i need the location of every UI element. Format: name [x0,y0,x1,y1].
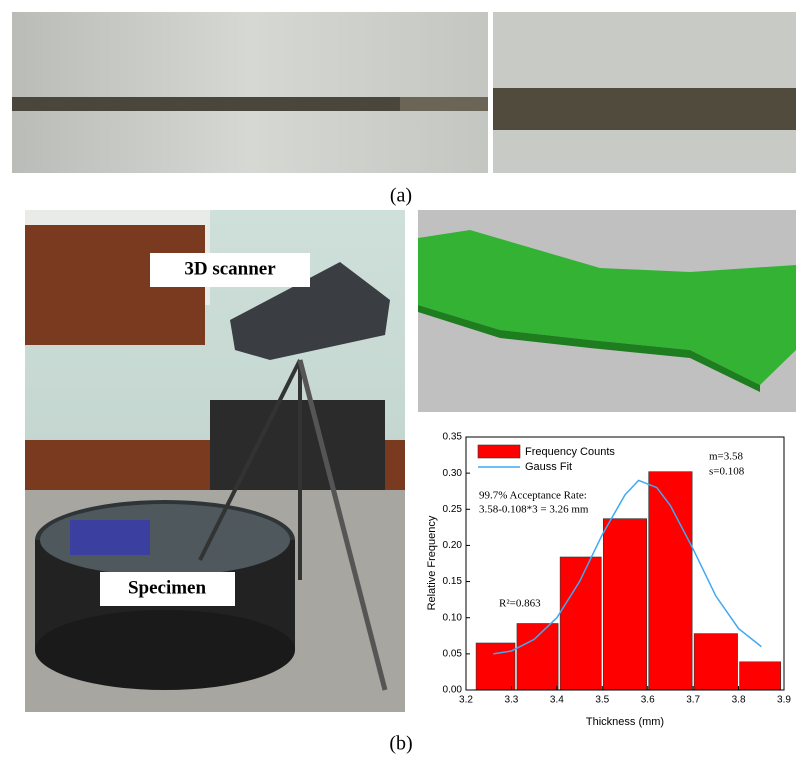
y-axis-label: Relative Frequency [426,515,438,610]
y-tick-label: 0.35 [443,432,463,443]
bar [648,471,693,691]
x-tick-label: 3.6 [641,695,655,706]
caption: (a) [390,185,412,207]
x-tick-label: 3.2 [459,695,473,706]
annotation: 3.58-0.108*3 = 3.26 mm [479,504,589,516]
bar [475,642,516,691]
x-tick-label: 3.3 [504,695,518,706]
x-axis-label: Thickness (mm) [586,716,664,728]
bar [559,556,602,691]
x-tick-label: 3.7 [686,695,700,706]
y-tick-label: 0.00 [443,685,463,696]
y-tick-label: 0.25 [443,504,463,515]
photo-scanner [25,210,405,712]
legend-label: Gauss Fit [525,461,572,473]
y-tick-label: 0.10 [443,612,463,623]
scanner-label: 3D scanner [184,258,276,279]
legend-swatch [477,444,521,459]
y-tick-label: 0.15 [443,576,463,587]
annotation: R²=0.863 [499,598,541,610]
fit-line [493,479,762,655]
annotation: s=0.108 [709,466,745,478]
y-tick-label: 0.20 [443,540,463,551]
y-tick-label: 0.05 [443,648,463,659]
photo-strip-left [12,12,488,173]
bar [693,633,738,691]
specimen-label: Specimen [128,577,207,598]
x-tick-label: 3.4 [550,695,564,706]
legend-label: Frequency Counts [525,446,615,458]
caption: (b) [389,733,412,755]
bar [739,661,782,691]
x-tick-label: 3.8 [732,695,746,706]
bar [516,623,559,691]
scan-render [418,210,796,412]
annotation: m=3.58 [709,451,744,463]
photo-strip-right [493,12,796,173]
annotation: 99.7% Acceptance Rate: [479,490,587,502]
bar [602,518,648,691]
x-tick-label: 3.5 [595,695,609,706]
y-tick-label: 0.30 [443,468,463,479]
x-tick-label: 3.9 [777,695,791,706]
plot-frame [465,436,785,691]
